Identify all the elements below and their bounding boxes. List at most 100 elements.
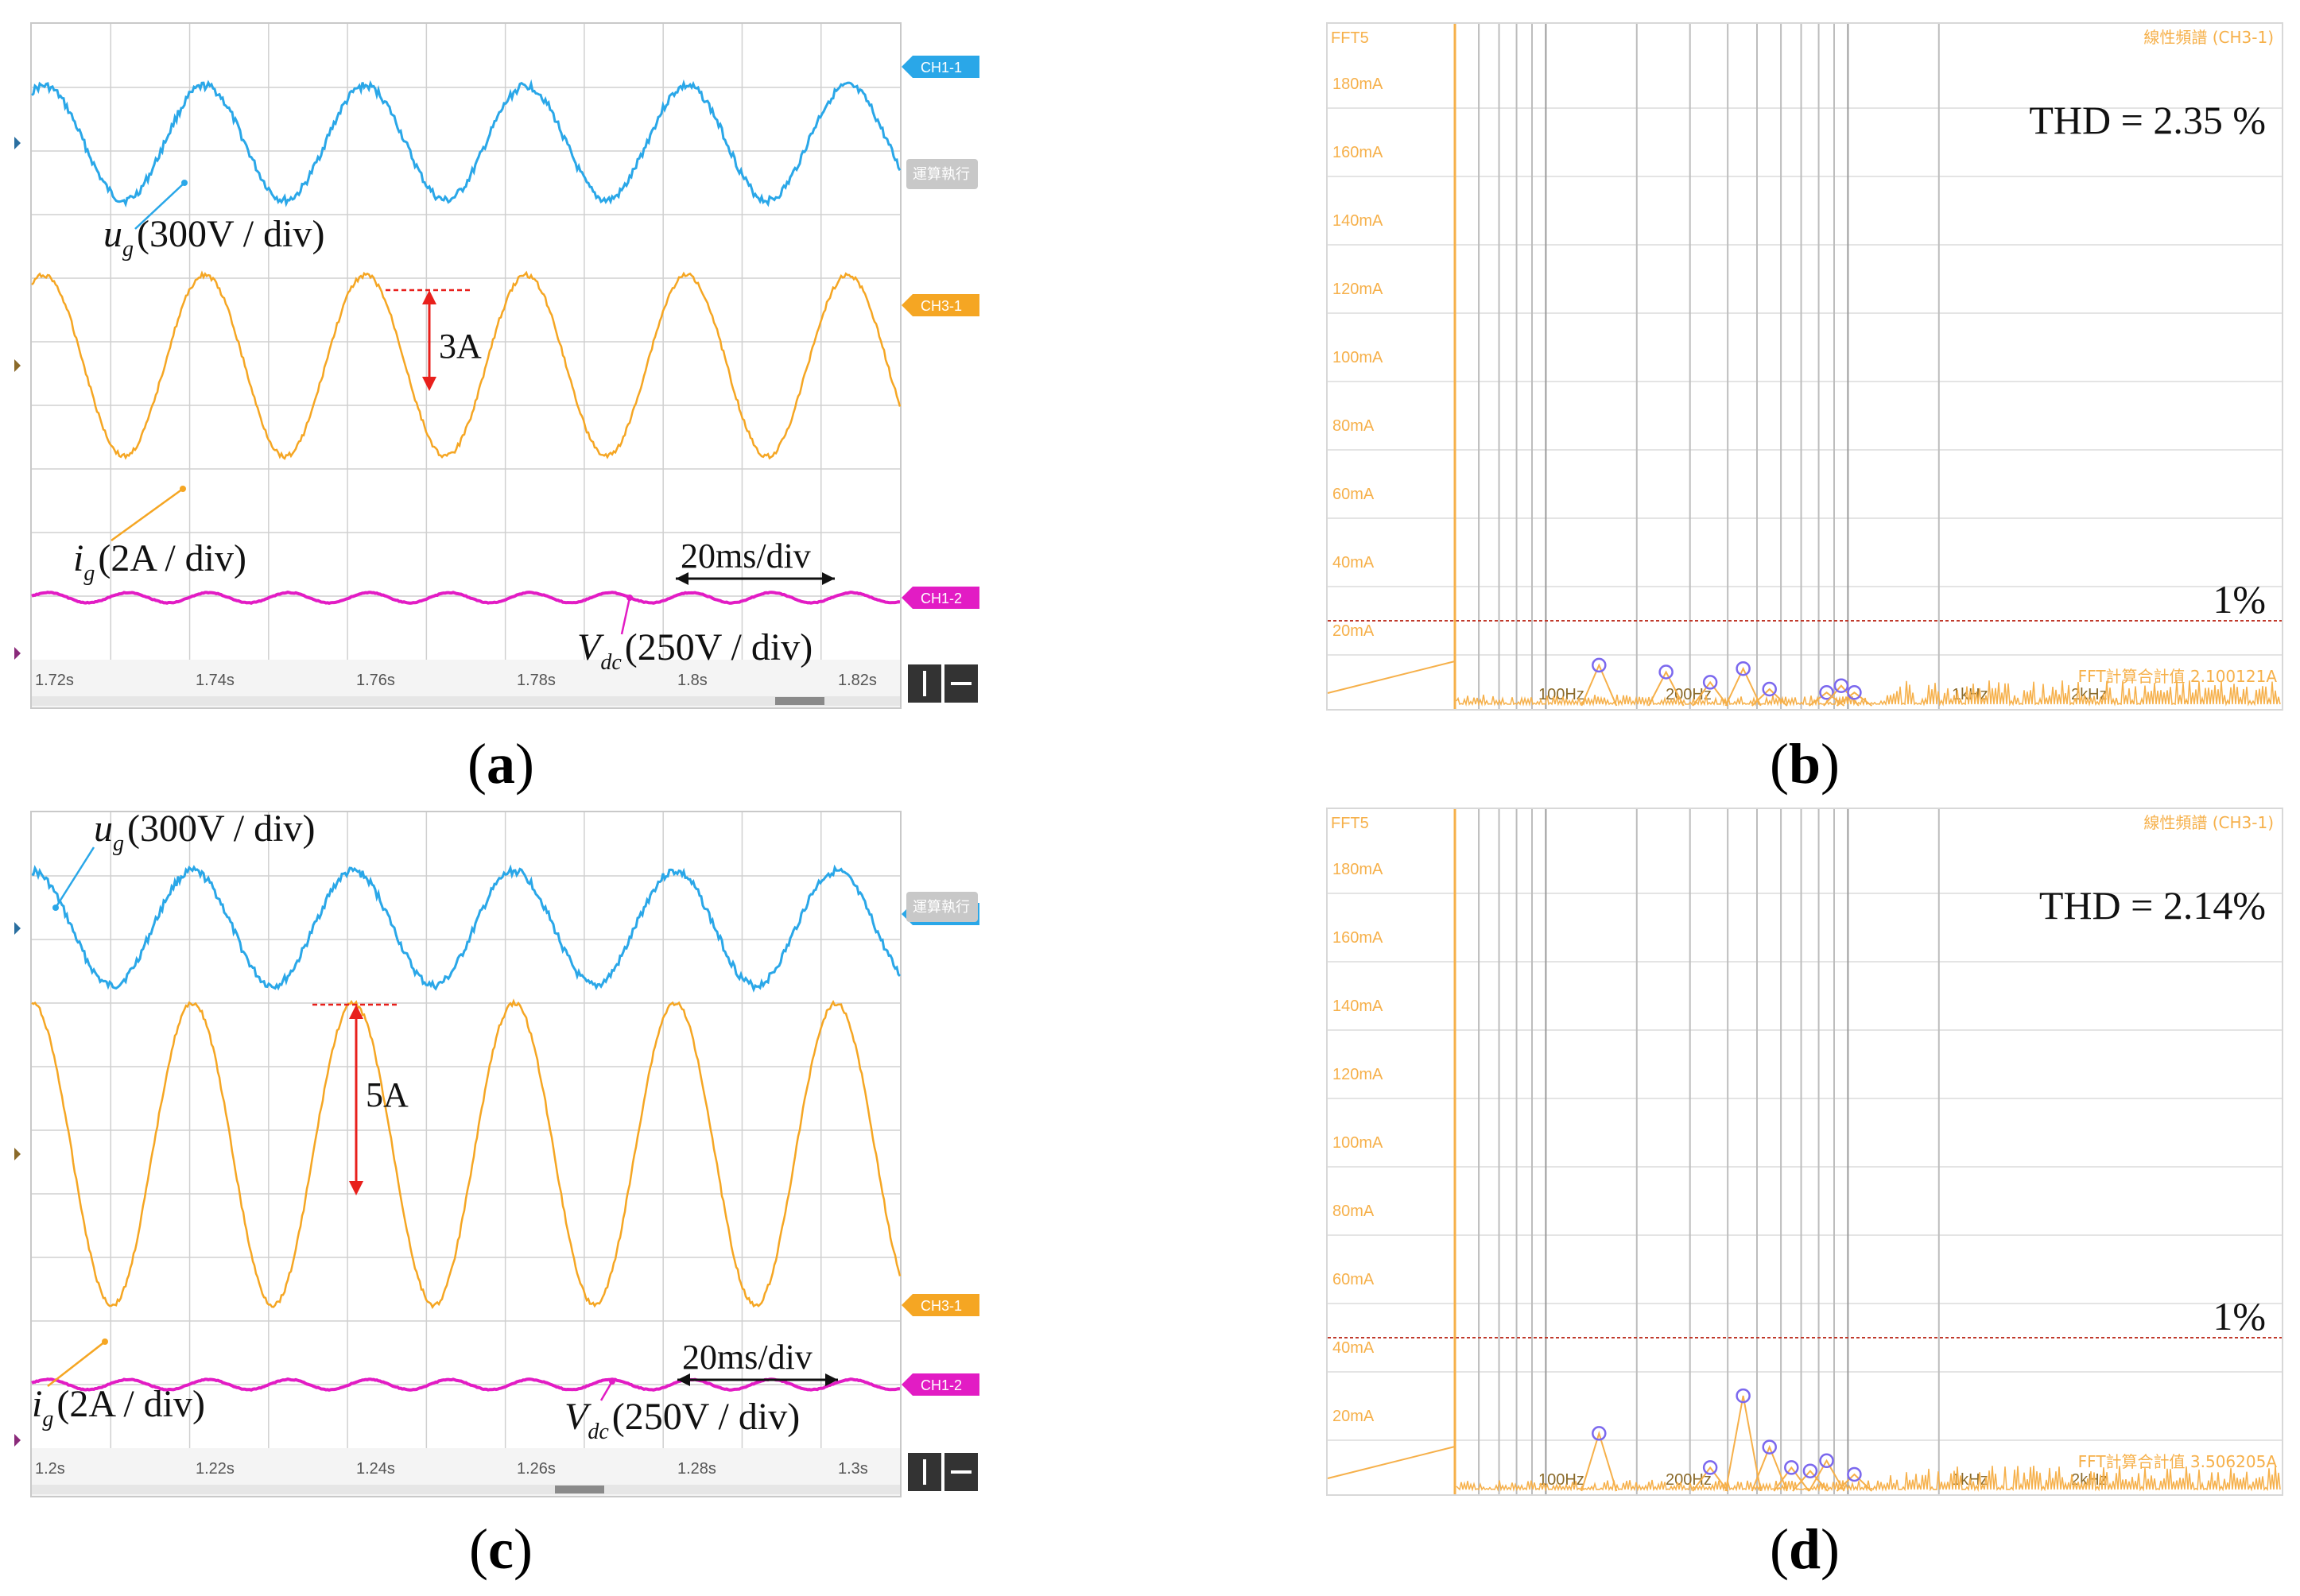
- pointer-line: [134, 182, 185, 230]
- timebase-arrowhead-right: [822, 572, 835, 585]
- label-ig-symbol: i: [73, 537, 83, 579]
- x-tick-label: 1.2s: [35, 1460, 65, 1478]
- fft-peak-marker: [1736, 660, 1751, 676]
- caption-d: (d): [1769, 1517, 1840, 1581]
- y-tick-label: 60mA: [1332, 486, 1375, 503]
- label-ug: ug(300V / div): [103, 213, 324, 261]
- fft-harmonic-peak: [1773, 1466, 1810, 1492]
- channel-tag-shape: [902, 294, 979, 316]
- fft-left-ramp: [1327, 660, 1456, 694]
- timebase-label: 20ms/div: [681, 537, 811, 575]
- x-tick-label: 1.8s: [677, 672, 708, 689]
- y-tick-label: 20mA: [1332, 622, 1375, 640]
- scope-screen-c: 1.2s1.22s1.24s1.26s1.28s1.3sCH1-1CH3-1CH…: [14, 808, 979, 1497]
- label-ug-subscript: g: [113, 831, 124, 856]
- run-button-label: 運算執行: [913, 899, 970, 916]
- fft-peak-marker: [1784, 1460, 1799, 1475]
- trace-ug: [31, 79, 902, 208]
- pointer-head: [180, 486, 186, 492]
- amplitude-arrowhead-down: [422, 377, 436, 391]
- y-tick-label: 180mA: [1332, 76, 1383, 93]
- trace-vdc: [31, 1377, 901, 1392]
- amplitude-arrowhead-up: [349, 1005, 363, 1019]
- x-tick-label: 1.22s: [196, 1460, 235, 1478]
- amplitude-label: 3A: [439, 327, 482, 366]
- label-ig-subscript: g: [42, 1407, 53, 1431]
- channel-tag-shape: [902, 1373, 979, 1396]
- pointer-line: [47, 1341, 106, 1387]
- y-tick-label: 120mA: [1332, 1066, 1383, 1083]
- scrollbar-thumb: [775, 697, 824, 705]
- label-ig-scale: (2A / div): [98, 537, 246, 579]
- scope-plot-a: 1.72s 1.74s 1.76s 1.78s 1.8s 1.82s CH1-1 CH3-1 C…: [14, 24, 979, 707]
- pointer-head: [626, 595, 633, 601]
- trace-vdc: [31, 591, 901, 605]
- fft-peak-marker: [1802, 1463, 1818, 1478]
- fft-harmonic-peak: [1751, 1444, 1788, 1492]
- caption-c: (c): [469, 1517, 533, 1581]
- pointer-head: [52, 905, 59, 911]
- pointer-head: [102, 1338, 108, 1345]
- fft-harmonic-peak: [1836, 691, 1873, 707]
- run-button: [906, 159, 978, 189]
- label-ig-scale: (2A / div): [56, 1383, 205, 1425]
- amplitude-arrowhead-up: [422, 290, 436, 304]
- fft-plot-b: FFT5 線性頻譜 (CH3-1) 180mA 160mA 140mA 120mA 100m…: [1327, 24, 2282, 709]
- fft-title: FFT5: [1331, 815, 1369, 832]
- fft-plot-d: FFT5 線性頻譜 (CH3-1) 180mA 160mA 140mA 120mA 100m…: [1327, 809, 2282, 1494]
- pointer-line: [111, 487, 184, 542]
- fft-noise-floor: [1456, 1465, 2281, 1492]
- channel-marker: [14, 137, 21, 149]
- thd-label: THD = 2.35 %: [2029, 98, 2266, 142]
- fft-harmonic-peak: [1692, 680, 1728, 707]
- label-ug-symbol: u: [103, 213, 122, 255]
- run-button-label: 運算執行: [913, 166, 970, 183]
- label-ig: ig(2A / div): [32, 1383, 205, 1431]
- fft-harmonic-peak: [1724, 666, 1762, 707]
- fft-header-right: 線性頻譜 (CH3-1): [2143, 813, 2274, 832]
- label-ug: ug(300V / div): [94, 808, 315, 856]
- timebase-arrowhead-left: [676, 572, 688, 585]
- fft-harmonic-peak: [1692, 1466, 1728, 1492]
- fft-harmonic-peak: [1836, 1473, 1873, 1492]
- caption-b: (b): [1769, 732, 1840, 796]
- fft-peak-marker: [1702, 675, 1718, 690]
- label-vdc: Vdc(250V / div): [564, 1396, 800, 1444]
- y-tick-label: 100mA: [1332, 1134, 1383, 1152]
- fft-left-ramp: [1327, 1446, 1456, 1479]
- channel-marker: [14, 1434, 21, 1447]
- fft-header-right: 線性頻譜 (CH3-1): [2143, 28, 2274, 47]
- fft-peak-marker: [1833, 678, 1849, 693]
- channel-tag-label: CH3-1: [921, 298, 962, 314]
- fft-peak-marker: [1762, 681, 1777, 697]
- fft-screen-d: FFT5 線性頻譜 (CH3-1) 180mA 160mA 140mA 120mA 100m…: [1326, 808, 2283, 1496]
- y-tick-label: 100mA: [1332, 349, 1383, 366]
- channel-tag-shape: [902, 56, 979, 78]
- fft-peak-marker: [1736, 1388, 1751, 1404]
- label-ug-scale: (300V / div): [127, 808, 315, 850]
- label-vdc: Vdc(250V / div): [577, 626, 813, 675]
- fft-peak-marker: [1819, 1453, 1834, 1469]
- fft-harmonic-peak: [1581, 663, 1618, 707]
- channel-tag-shape: [902, 587, 979, 609]
- channel-tag-ch1-2: CH1-2: [902, 1373, 979, 1396]
- panel-b: FFT5 線性頻譜 (CH3-1) 180mA 160mA 140mA 120mA 100m…: [1320, 0, 2300, 795]
- fft-peak-marker: [1847, 685, 1862, 700]
- channel-tag-ch1-1: CH1-1: [902, 56, 979, 78]
- fft-peak-marker: [1762, 1439, 1777, 1455]
- x-tick-label: 2kHz: [2071, 686, 2108, 703]
- y-tick-label: 180mA: [1332, 861, 1383, 878]
- trace-ig: [31, 270, 902, 460]
- x-tick-label: 1.72s: [35, 672, 74, 689]
- y-tick-label: 140mA: [1332, 212, 1383, 230]
- x-tick-label: 1.28s: [677, 1460, 716, 1478]
- channel-tag-label: CH1-2: [921, 591, 962, 606]
- panel-d: FFT5 線性頻譜 (CH3-1) 180mA 160mA 140mA 120mA 100m…: [1320, 795, 2300, 1596]
- fft-ref-label: 1%: [2213, 577, 2266, 622]
- label-ig-subscript: g: [83, 561, 95, 586]
- y-tick-label: 60mA: [1332, 1271, 1375, 1288]
- fft-harmonic-peak: [1808, 691, 1845, 707]
- x-tick-label: 2kHz: [2071, 1471, 2108, 1489]
- y-tick-label: 140mA: [1332, 998, 1383, 1015]
- channel-tag-label: CH3-1: [921, 1298, 962, 1314]
